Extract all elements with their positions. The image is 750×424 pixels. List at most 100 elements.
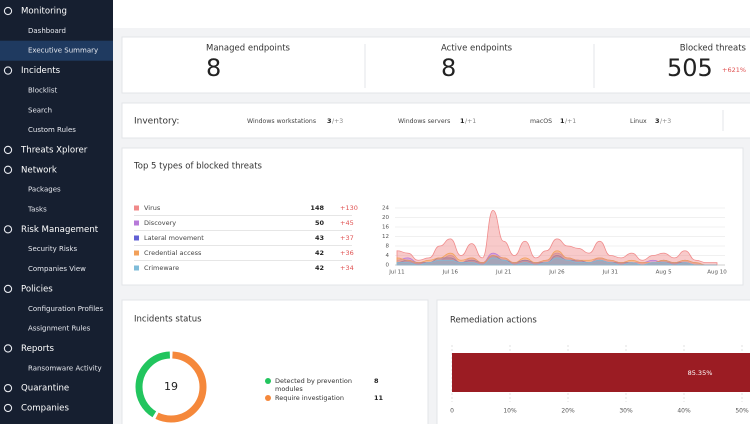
inventory-value: 1 bbox=[560, 117, 565, 125]
threat-change: +34 bbox=[340, 264, 354, 272]
threat-name: Crimeware bbox=[144, 264, 179, 272]
menu-item[interactable]: Assignment Rules bbox=[28, 325, 91, 333]
menu-icon[interactable] bbox=[3, 66, 13, 75]
inventory-label: Windows servers bbox=[398, 118, 450, 125]
menu-item[interactable]: Custom Rules bbox=[28, 126, 76, 134]
threat-change: +37 bbox=[340, 234, 354, 242]
y-tick-label: 8 bbox=[386, 244, 390, 250]
menu-icon[interactable] bbox=[3, 403, 13, 413]
threat-change: +36 bbox=[340, 249, 354, 257]
menu-icon[interactable] bbox=[3, 165, 13, 174]
area bbox=[396, 209, 718, 266]
incidents-card bbox=[121, 299, 429, 424]
menu-section[interactable]: Policies bbox=[21, 284, 53, 294]
bar bbox=[452, 353, 750, 392]
threat-count: 42 bbox=[315, 264, 324, 272]
legend-swatch bbox=[134, 220, 139, 226]
legend-dot bbox=[265, 395, 271, 401]
menu-section[interactable]: Risk Management bbox=[21, 225, 99, 235]
threat-name: Credential access bbox=[144, 249, 202, 257]
menu-item[interactable]: Security Risks bbox=[28, 245, 77, 253]
legend-label: Require investigation bbox=[275, 394, 344, 402]
inventory-value: 3 bbox=[655, 117, 660, 125]
area bbox=[396, 257, 717, 266]
donut-total: 19 bbox=[164, 380, 178, 393]
menu-item[interactable]: Configuration Profiles bbox=[28, 305, 103, 313]
legend-value: 11 bbox=[374, 394, 384, 402]
kpi-change: +621% bbox=[722, 66, 746, 74]
y-tick-label: 16 bbox=[382, 225, 389, 231]
menu-section[interactable]: Companies bbox=[21, 404, 69, 414]
card-title: Remediation actions bbox=[450, 316, 537, 326]
x-tick-label: Jul 26 bbox=[548, 270, 565, 276]
inventory-change: /+3 bbox=[660, 118, 671, 125]
top-bar bbox=[113, 0, 750, 28]
inventory-card bbox=[121, 102, 750, 139]
inventory-value: 3 bbox=[327, 117, 332, 125]
kpi-label: Blocked threats bbox=[680, 44, 747, 54]
x-tick-label: 30% bbox=[619, 408, 633, 415]
threat-count: 43 bbox=[315, 234, 324, 242]
y-tick-label: 24 bbox=[382, 206, 389, 212]
x-tick-label: Jul 11 bbox=[388, 270, 404, 276]
menu-section[interactable]: Incidents bbox=[21, 66, 61, 76]
x-tick-label: Jul 31 bbox=[602, 270, 618, 276]
donut-segment bbox=[135, 351, 207, 423]
legend-label: Detected by prevention modules bbox=[275, 377, 352, 393]
y-tick-label: 12 bbox=[382, 234, 389, 240]
inventory-change: /+1 bbox=[465, 118, 476, 125]
menu-icon[interactable] bbox=[3, 6, 13, 16]
threat-name: Discovery bbox=[144, 219, 176, 227]
legend-swatch bbox=[134, 235, 139, 241]
menu-icon[interactable] bbox=[3, 225, 13, 234]
threat-name: Lateral movement bbox=[144, 234, 204, 242]
threat-count: 50 bbox=[315, 219, 325, 227]
x-tick-label: 40% bbox=[677, 408, 691, 415]
menu-item[interactable]: Search bbox=[28, 106, 52, 114]
y-tick-label: 0 bbox=[386, 263, 390, 269]
kpi-label: Active endpoints bbox=[441, 44, 513, 54]
inventory-title: Inventory: bbox=[134, 117, 179, 127]
threat-count: 148 bbox=[310, 204, 324, 212]
menu-icon[interactable] bbox=[3, 284, 13, 294]
menu-icon[interactable] bbox=[3, 344, 13, 353]
menu-section[interactable]: Quarantine bbox=[21, 384, 69, 394]
threat-change: +130 bbox=[340, 204, 358, 212]
menu-item[interactable]: Executive Summary bbox=[28, 47, 98, 55]
x-tick-label: Aug 5 bbox=[656, 270, 672, 276]
menu-section[interactable]: Monitoring bbox=[21, 7, 67, 17]
inventory-value: 1 bbox=[460, 117, 465, 125]
menu-icon[interactable] bbox=[3, 145, 13, 155]
menu-section[interactable]: Reports bbox=[21, 344, 54, 354]
x-tick-label: Jul 21 bbox=[495, 270, 511, 276]
threat-count: 42 bbox=[315, 249, 324, 257]
menu-icon[interactable] bbox=[3, 383, 13, 393]
menu-item[interactable]: Tasks bbox=[27, 206, 47, 214]
x-tick-label: 50% bbox=[735, 408, 749, 415]
bar-label: 85.35% bbox=[688, 369, 713, 377]
menu-item[interactable]: Companies View bbox=[28, 265, 86, 273]
inventory-label: Windows workstations bbox=[247, 118, 316, 125]
menu-section[interactable]: Threats Xplorer bbox=[20, 145, 88, 155]
x-tick-label: 10% bbox=[503, 408, 517, 415]
menu-item[interactable]: Ransomware Activity bbox=[28, 364, 102, 372]
legend-swatch bbox=[134, 265, 139, 271]
active-highlight bbox=[0, 40, 113, 61]
kpi-value: 505 bbox=[667, 54, 713, 82]
menu-item[interactable]: Packages bbox=[28, 186, 61, 194]
card-title: Incidents status bbox=[134, 315, 202, 325]
kpi-value: 8 bbox=[206, 54, 221, 82]
donut-segment bbox=[135, 351, 207, 423]
legend-swatch bbox=[134, 205, 139, 211]
menu-item[interactable]: Dashboard bbox=[28, 27, 66, 35]
menu-item[interactable]: Blocklist bbox=[28, 86, 57, 94]
inventory-change: /+3 bbox=[332, 118, 343, 125]
x-tick-label: 20% bbox=[561, 408, 575, 415]
threat-name: Virus bbox=[144, 204, 161, 212]
x-tick-label: 0 bbox=[450, 408, 454, 415]
legend-value: 8 bbox=[374, 377, 379, 385]
x-tick-label: Aug 10 bbox=[707, 270, 727, 276]
menu-section[interactable]: Network bbox=[21, 165, 57, 175]
